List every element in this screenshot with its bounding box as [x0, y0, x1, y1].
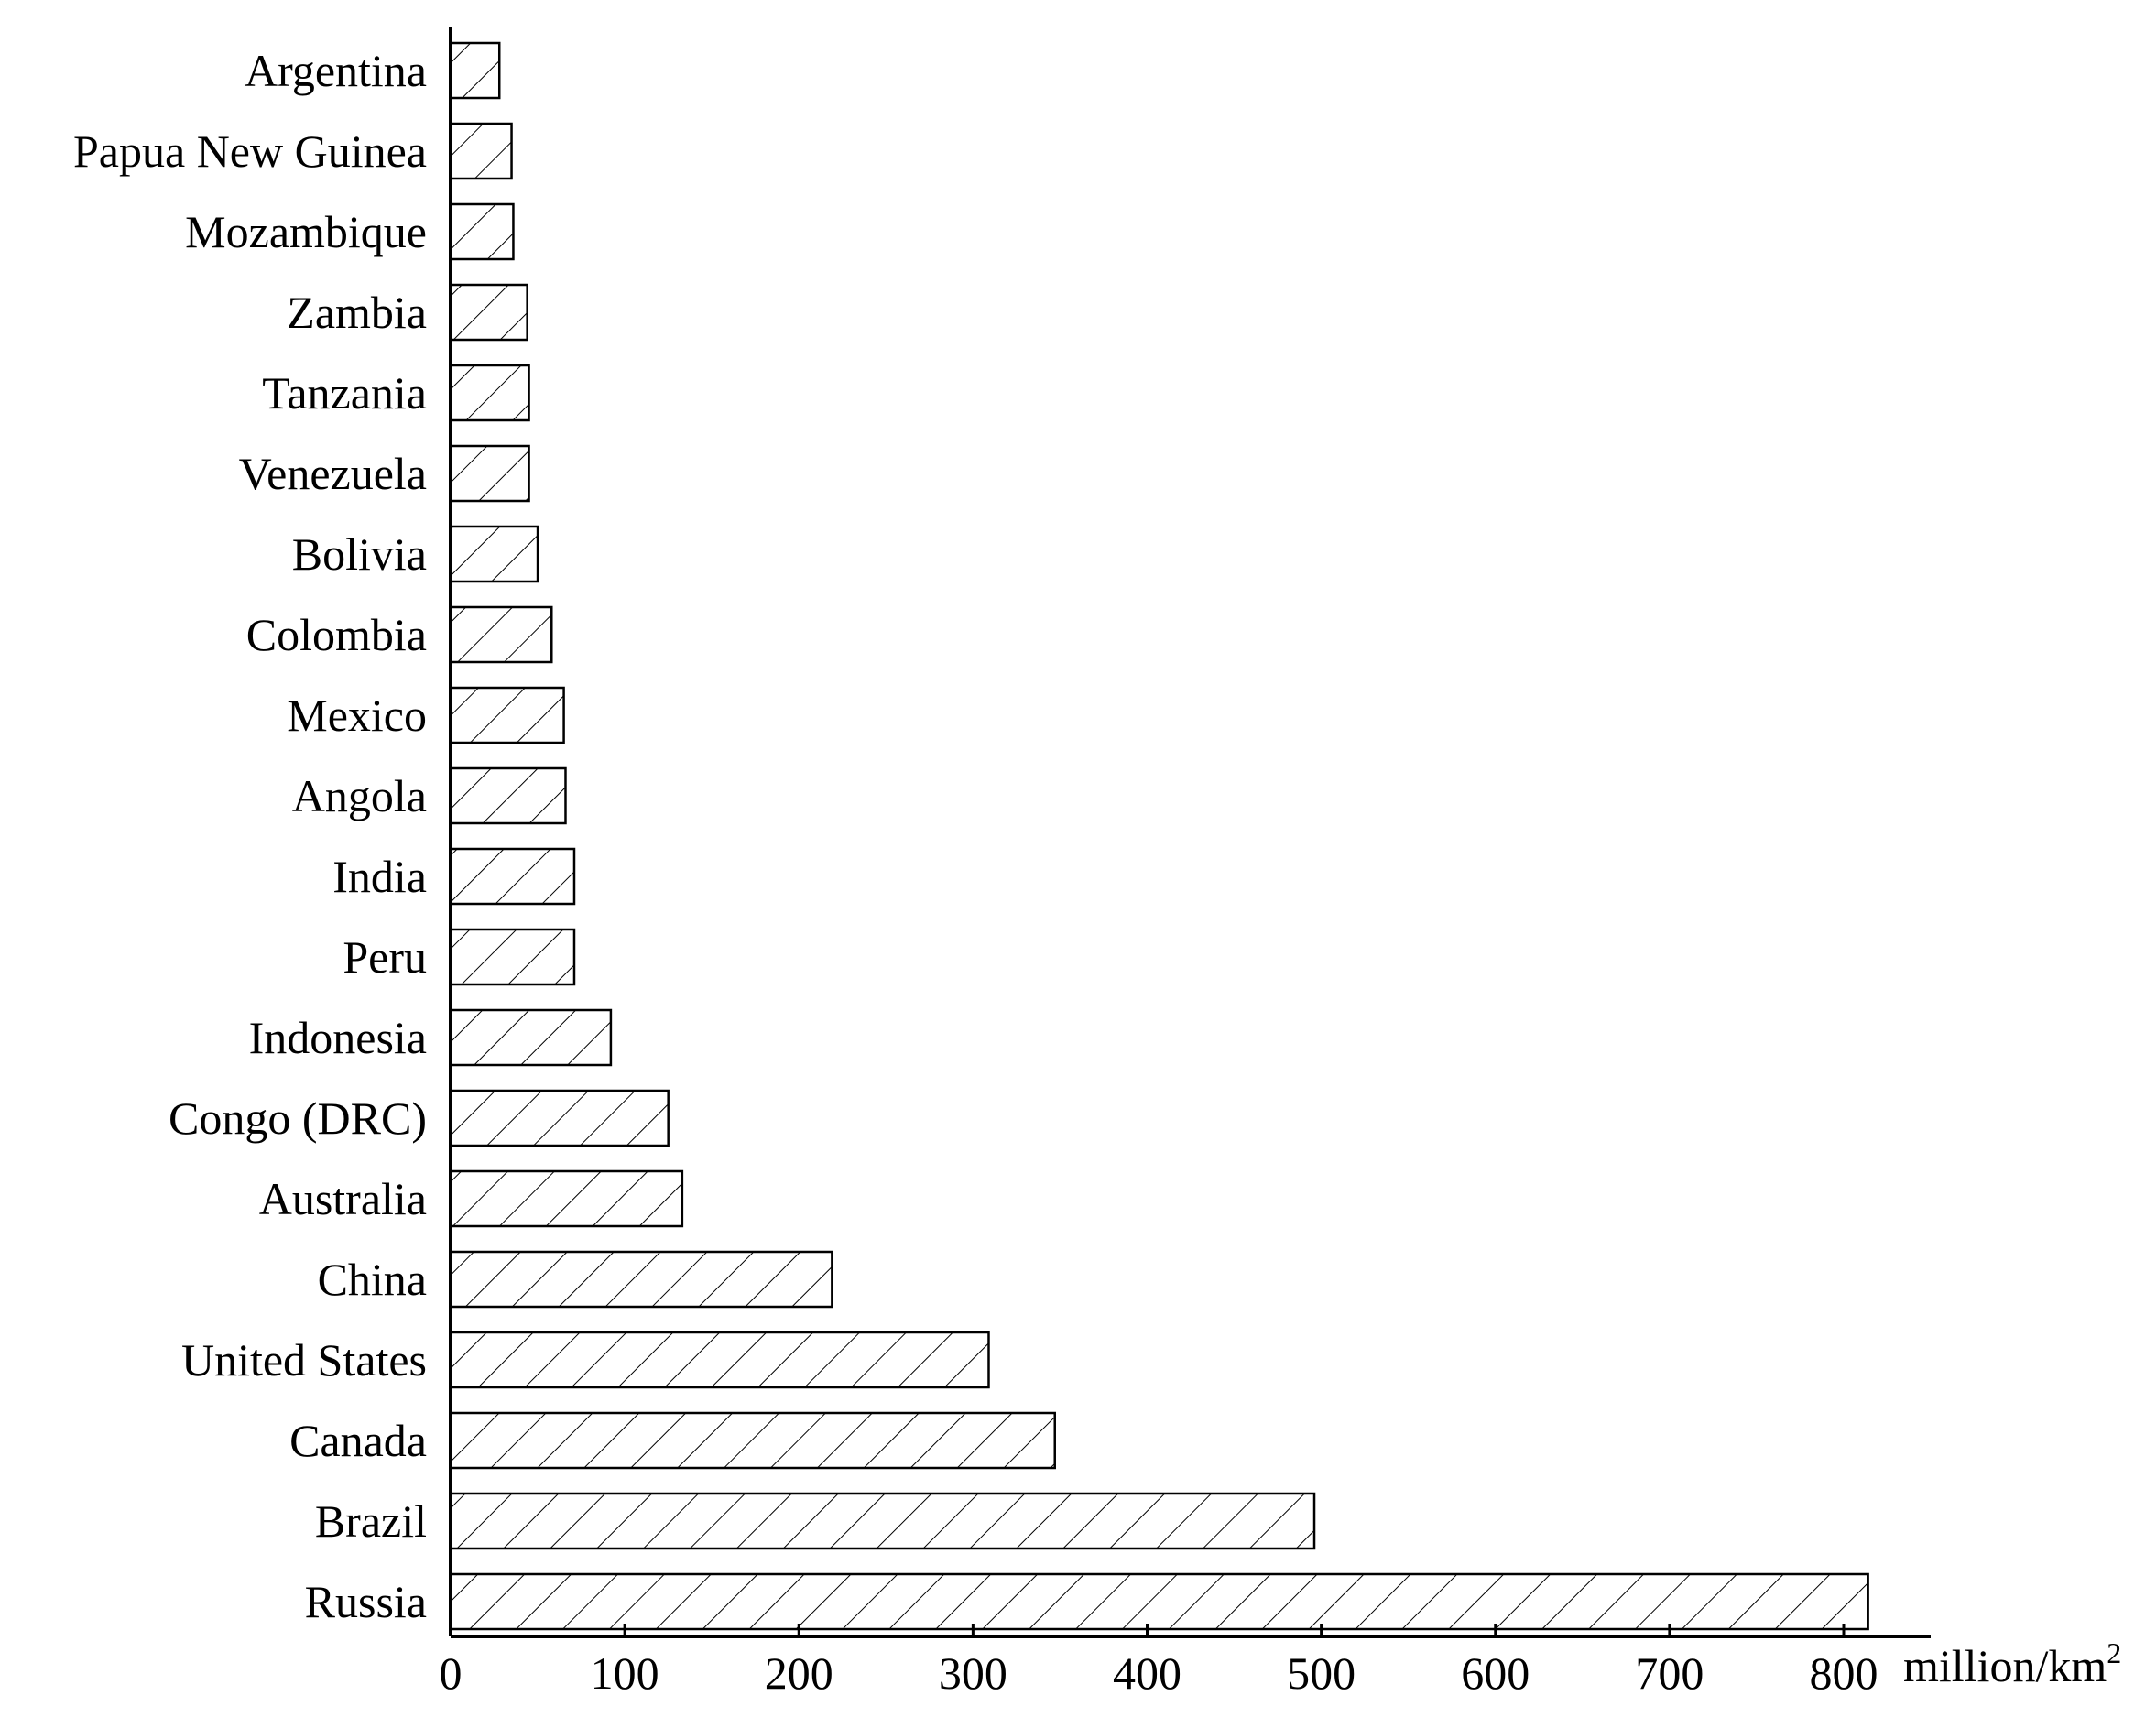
category-label: Congo (DRC)	[169, 1092, 427, 1144]
category-label: United States	[181, 1334, 427, 1386]
category-label: India	[332, 851, 427, 902]
x-tick-label: 500	[1287, 1647, 1356, 1699]
x-tick-label: 400	[1113, 1647, 1181, 1699]
bar-australia	[449, 1169, 684, 1228]
bar-brazil	[449, 1492, 1316, 1550]
x-tick-label: 300	[939, 1647, 1007, 1699]
bar-indonesia	[449, 1008, 613, 1067]
category-label: Venezuela	[239, 448, 427, 499]
category-label: Peru	[343, 931, 427, 983]
bar-india	[449, 847, 576, 906]
category-label: Russia	[305, 1576, 427, 1627]
category-label: China	[318, 1254, 427, 1305]
bar-mozambique	[449, 202, 515, 261]
bar-zambia	[449, 283, 528, 342]
bar-china	[449, 1250, 833, 1309]
category-label: Bolivia	[292, 528, 427, 580]
category-label: Indonesia	[249, 1012, 427, 1063]
category-label: Argentina	[245, 45, 427, 96]
bar-argentina	[449, 41, 501, 100]
category-label: Brazil	[315, 1495, 427, 1547]
category-label: Mexico	[287, 690, 427, 741]
x-tick-label: 200	[765, 1647, 833, 1699]
x-tick-label: 700	[1635, 1647, 1704, 1699]
bar-peru	[449, 928, 576, 986]
bar-united-states	[449, 1331, 990, 1389]
x-tick-label: 800	[1810, 1647, 1878, 1699]
bar-bolivia	[449, 525, 539, 583]
unit-label-superscript: 2	[2107, 1636, 2121, 1669]
category-labels: Argentina Papua New Guinea Mozambique Zambi…	[73, 45, 427, 1627]
bar-russia	[449, 1572, 1869, 1631]
category-label: Australia	[259, 1173, 427, 1224]
x-tick-label: 0	[440, 1647, 463, 1699]
x-ticks: 0 100 200 300 400 500 600 700 800	[440, 1624, 1878, 1699]
category-label: Colombia	[246, 609, 427, 660]
x-tick-label: 100	[591, 1647, 659, 1699]
bar-canada	[449, 1411, 1056, 1470]
bar-venezuela	[449, 444, 530, 503]
bar-colombia	[449, 605, 553, 664]
bars-group	[449, 41, 1869, 1631]
bar-congo-drc	[449, 1089, 670, 1147]
bar-mexico	[449, 686, 565, 744]
unit-label-base: million/km	[1903, 1640, 2107, 1691]
category-label: Zambia	[287, 287, 427, 338]
category-label: Canada	[289, 1415, 427, 1466]
bar-tanzania	[449, 364, 530, 422]
category-label: Tanzania	[262, 367, 427, 418]
bar-angola	[449, 766, 567, 825]
category-label: Angola	[292, 770, 427, 821]
x-axis-unit-label: million/km2	[1903, 1636, 2121, 1691]
category-label: Mozambique	[185, 206, 427, 257]
bar-papua-new-guinea	[449, 122, 513, 180]
x-tick-label: 600	[1461, 1647, 1530, 1699]
category-label: Papua New Guinea	[73, 125, 427, 177]
